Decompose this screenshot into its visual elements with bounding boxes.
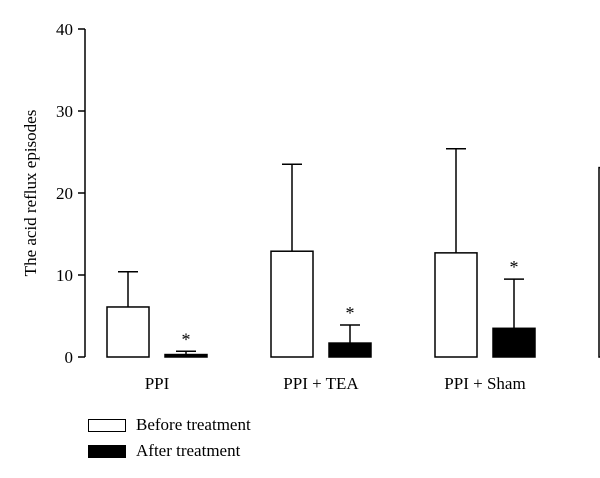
- bar-after: [328, 342, 372, 358]
- y-tick-label: 20: [56, 184, 73, 203]
- y-tick-label: 10: [56, 266, 73, 285]
- y-tick-label: 0: [65, 348, 74, 367]
- bar-before: [106, 306, 150, 358]
- bar-after: [492, 327, 536, 358]
- x-tick-label: PPI + TEA: [283, 374, 359, 393]
- legend-label-before: Before treatment: [136, 415, 251, 434]
- significance-marker: *: [346, 303, 355, 323]
- legend-swatch-after: [88, 444, 126, 458]
- y-tick-label: 40: [56, 20, 73, 39]
- significance-marker: *: [510, 257, 519, 277]
- bar-before: [270, 250, 314, 358]
- legend-label-after: After treatment: [136, 441, 241, 460]
- legend-item-after: After treatment: [88, 440, 251, 462]
- x-tick-label: PPI: [145, 374, 170, 393]
- legend: Before treatment After treatment: [88, 414, 251, 466]
- x-tick-label: PPI + Sham: [444, 374, 525, 393]
- y-tick-label: 30: [56, 102, 73, 121]
- bar-before: [434, 252, 478, 358]
- legend-item-before: Before treatment: [88, 414, 251, 436]
- legend-swatch-before: [88, 418, 126, 432]
- significance-marker: *: [182, 329, 191, 349]
- y-axis-ticks: 0 10 20 30 40: [56, 20, 85, 367]
- y-axis-label: The acid reflux episodes: [21, 110, 40, 277]
- bars-group: ****: [106, 147, 600, 358]
- bar-after: [164, 353, 208, 358]
